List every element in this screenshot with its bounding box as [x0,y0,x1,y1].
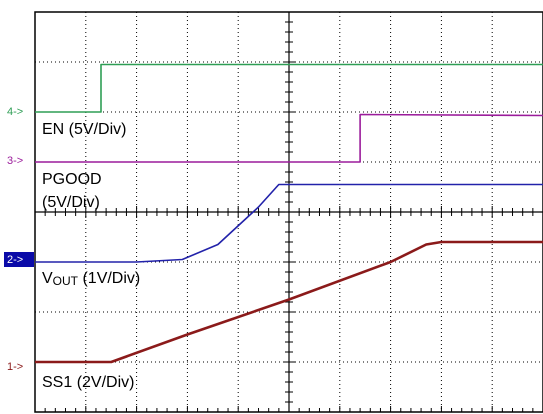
label-ss1: SS1 (2V/Div) [42,374,134,391]
label-vout: VOUT (1V/Div) [42,270,140,288]
traces [35,63,543,364]
label-pgood-line1: PGOOD [42,171,102,188]
label-en: EN (5V/Div) [42,121,126,138]
channel-3-marker: 3-> [7,155,23,167]
label-pgood-line2: (5V/Div) [42,194,100,211]
graticule [34,11,543,413]
channel-2-marker-bg [4,252,34,267]
trace-4 [35,63,543,113]
trace-2 [35,183,543,263]
label-vout-rest: (1V/Div) [78,270,140,287]
label-vout-main: V [42,270,53,287]
label-vout-sub: OUT [53,274,79,288]
channel-1-marker: 1-> [7,361,23,373]
trace-1 [35,240,543,364]
channel-2-marker: 2-> [7,254,23,266]
channel-4-marker: 4-> [7,106,23,118]
trace-3 [35,113,543,163]
